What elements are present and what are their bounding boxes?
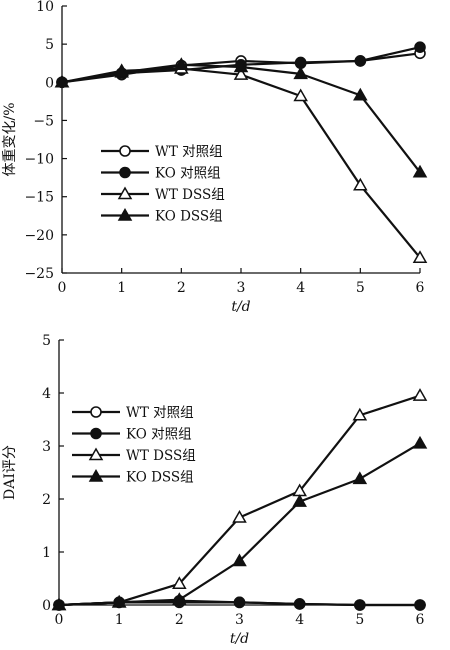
x-tick-label: 4	[295, 612, 304, 628]
x-tick-label: 0	[58, 280, 67, 296]
data-point	[412, 164, 428, 178]
x-axis-title: t/d	[230, 631, 249, 647]
x-tick-label: 3	[237, 280, 246, 296]
x-tick-label: 1	[115, 612, 124, 628]
y-tick-label: −10	[24, 152, 54, 168]
y-tick-label: 4	[42, 386, 51, 402]
x-tick-label: 5	[356, 280, 365, 296]
series-3	[51, 388, 428, 611]
y-tick-label: −5	[33, 113, 54, 129]
legend-label: KO DSS组	[126, 470, 194, 486]
legend-label: WT DSS组	[126, 448, 196, 464]
data-point	[352, 407, 368, 421]
series-line	[58, 442, 421, 607]
data-point	[353, 177, 368, 191]
y-tick-label: 2	[42, 492, 51, 508]
x-axis-title: t/d	[231, 299, 250, 315]
y-tick-label: 5	[42, 333, 51, 349]
legend-item: KO 对照组	[72, 427, 192, 443]
data-point	[293, 598, 306, 610]
data-point	[114, 64, 129, 78]
data-point	[293, 88, 308, 102]
series-line	[61, 63, 421, 173]
data-point	[293, 66, 308, 80]
data-point	[111, 594, 127, 608]
y-tick-label: 3	[42, 439, 51, 455]
y-tick-label: 5	[45, 37, 54, 53]
data-point	[353, 87, 368, 101]
x-tick-label: 2	[177, 280, 186, 296]
data-point	[232, 553, 247, 567]
series-4	[54, 57, 428, 178]
legend-label: WT 对照组	[155, 144, 223, 160]
legend-item: KO 对照组	[101, 166, 221, 182]
x-tick-label: 5	[355, 612, 364, 628]
series-line	[58, 394, 421, 607]
legend-marker	[119, 166, 131, 179]
data-point	[412, 435, 428, 449]
data-point	[294, 56, 307, 69]
legend-label: WT DSS组	[155, 187, 225, 203]
legend-item: WT 对照组	[72, 405, 194, 421]
data-point	[233, 59, 249, 73]
legend-item: KO DSS组	[72, 468, 194, 486]
y-tick-label: 0	[45, 75, 54, 91]
x-tick-label: 1	[117, 280, 126, 296]
legend-marker	[90, 427, 102, 440]
data-point	[352, 471, 368, 485]
y-tick-label: 10	[36, 0, 54, 15]
data-point	[233, 596, 246, 609]
legend-marker	[117, 207, 133, 221]
data-point	[174, 57, 189, 70]
data-point	[172, 592, 187, 605]
y-axis-title: DAI评分	[2, 445, 18, 500]
legend-item: WT DSS组	[101, 186, 225, 203]
data-point	[292, 494, 307, 507]
series-4	[51, 435, 428, 611]
y-tick-label: −20	[24, 228, 54, 244]
x-tick-label: 0	[55, 612, 64, 628]
legend-label: KO DSS组	[155, 209, 223, 225]
legend-marker	[88, 447, 104, 461]
data-point	[414, 41, 426, 53]
x-tick-label: 2	[175, 612, 184, 628]
chart-2: 0 1 2 3 4 5 6 5 4 3 2 1 0 t/d DAI评分 WT 对照组 KO 对照组 WT DSS组…	[2, 333, 428, 647]
y-tick-label: 0	[42, 598, 51, 614]
legend-item: KO DSS组	[101, 207, 223, 225]
x-tick-label: 6	[416, 280, 425, 296]
legend-marker	[88, 468, 104, 482]
y-tick-label: 1	[42, 545, 51, 561]
x-tick-label: 6	[416, 612, 425, 628]
data-point	[412, 250, 428, 263]
legend-marker	[90, 406, 102, 418]
legend: WT 对照组 KO 对照组 WT DSS组 KO DSS组	[72, 405, 196, 486]
y-tick-label: −25	[24, 266, 54, 282]
legend-marker	[117, 186, 133, 200]
legend-label: KO 对照组	[126, 427, 192, 443]
y-tick-label: −15	[24, 190, 54, 206]
data-point	[233, 67, 249, 80]
legend-item: WT DSS组	[72, 447, 196, 464]
data-point	[232, 510, 247, 523]
legend: WT 对照组 KO 对照组 WT DSS组 KO DSS组	[101, 144, 225, 225]
data-point	[412, 388, 428, 401]
series-3	[54, 61, 428, 263]
data-point	[354, 55, 367, 67]
series-line	[61, 67, 421, 259]
legend-item: WT 对照组	[101, 144, 223, 160]
data-point	[172, 576, 187, 590]
legend-label: WT 对照组	[126, 405, 194, 421]
data-point	[354, 599, 366, 611]
legend-marker	[119, 145, 131, 157]
data-point	[54, 74, 70, 88]
data-point	[414, 599, 426, 611]
chart-1: 0 1 2 3 4 5 6 10 5 0 −5 −10 −15 −20 −25 t/d 体重变化/% WT 对照组…	[2, 0, 428, 315]
x-tick-label: 3	[235, 612, 244, 628]
legend-label: KO 对照组	[155, 166, 221, 182]
y-axis-title: 体重变化/%	[2, 102, 18, 176]
data-point	[51, 597, 67, 611]
x-tick-label: 4	[296, 280, 305, 296]
